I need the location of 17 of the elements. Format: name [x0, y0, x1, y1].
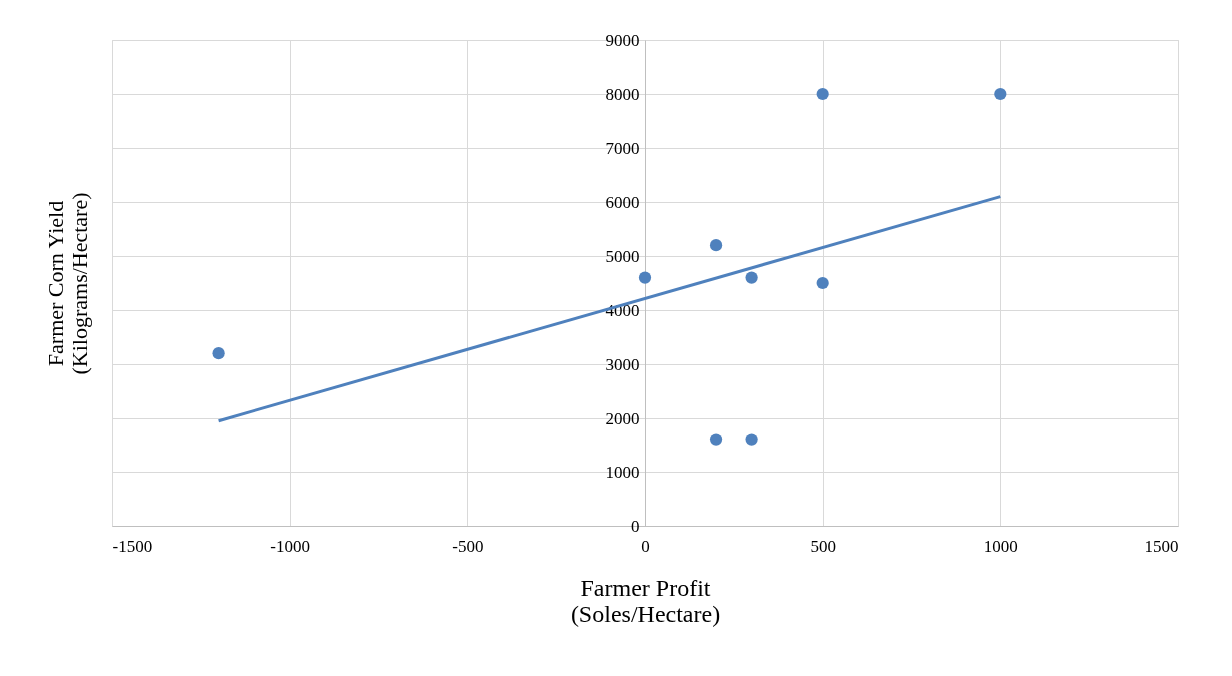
- x-tick-label: -1500: [112, 536, 153, 556]
- y-tick-label: 7000: [605, 138, 640, 158]
- x-tick-label: -1000: [270, 536, 310, 556]
- y-tick-label: 2000: [605, 408, 640, 428]
- y-tick-label: 1000: [605, 462, 640, 482]
- x-axis-title: Farmer Profit (Soles/Hectare): [570, 574, 721, 627]
- y-tick-label: 5000: [605, 246, 640, 266]
- x-tick-label: 500: [810, 536, 836, 556]
- x-tick-label: 1500: [1144, 536, 1179, 556]
- y-axis-title: Farmer Corn Yield (Kilograms/Hectare): [42, 192, 92, 375]
- y-tick-label: 8000: [605, 84, 640, 104]
- y-tick-label: 0: [631, 516, 640, 536]
- x-tick-label: 1000: [983, 536, 1018, 556]
- y-tick-label: 6000: [605, 192, 640, 212]
- y-tick-label: 9000: [605, 30, 640, 50]
- y-tick-label: 3000: [605, 354, 640, 374]
- x-tick-label: -500: [452, 536, 484, 556]
